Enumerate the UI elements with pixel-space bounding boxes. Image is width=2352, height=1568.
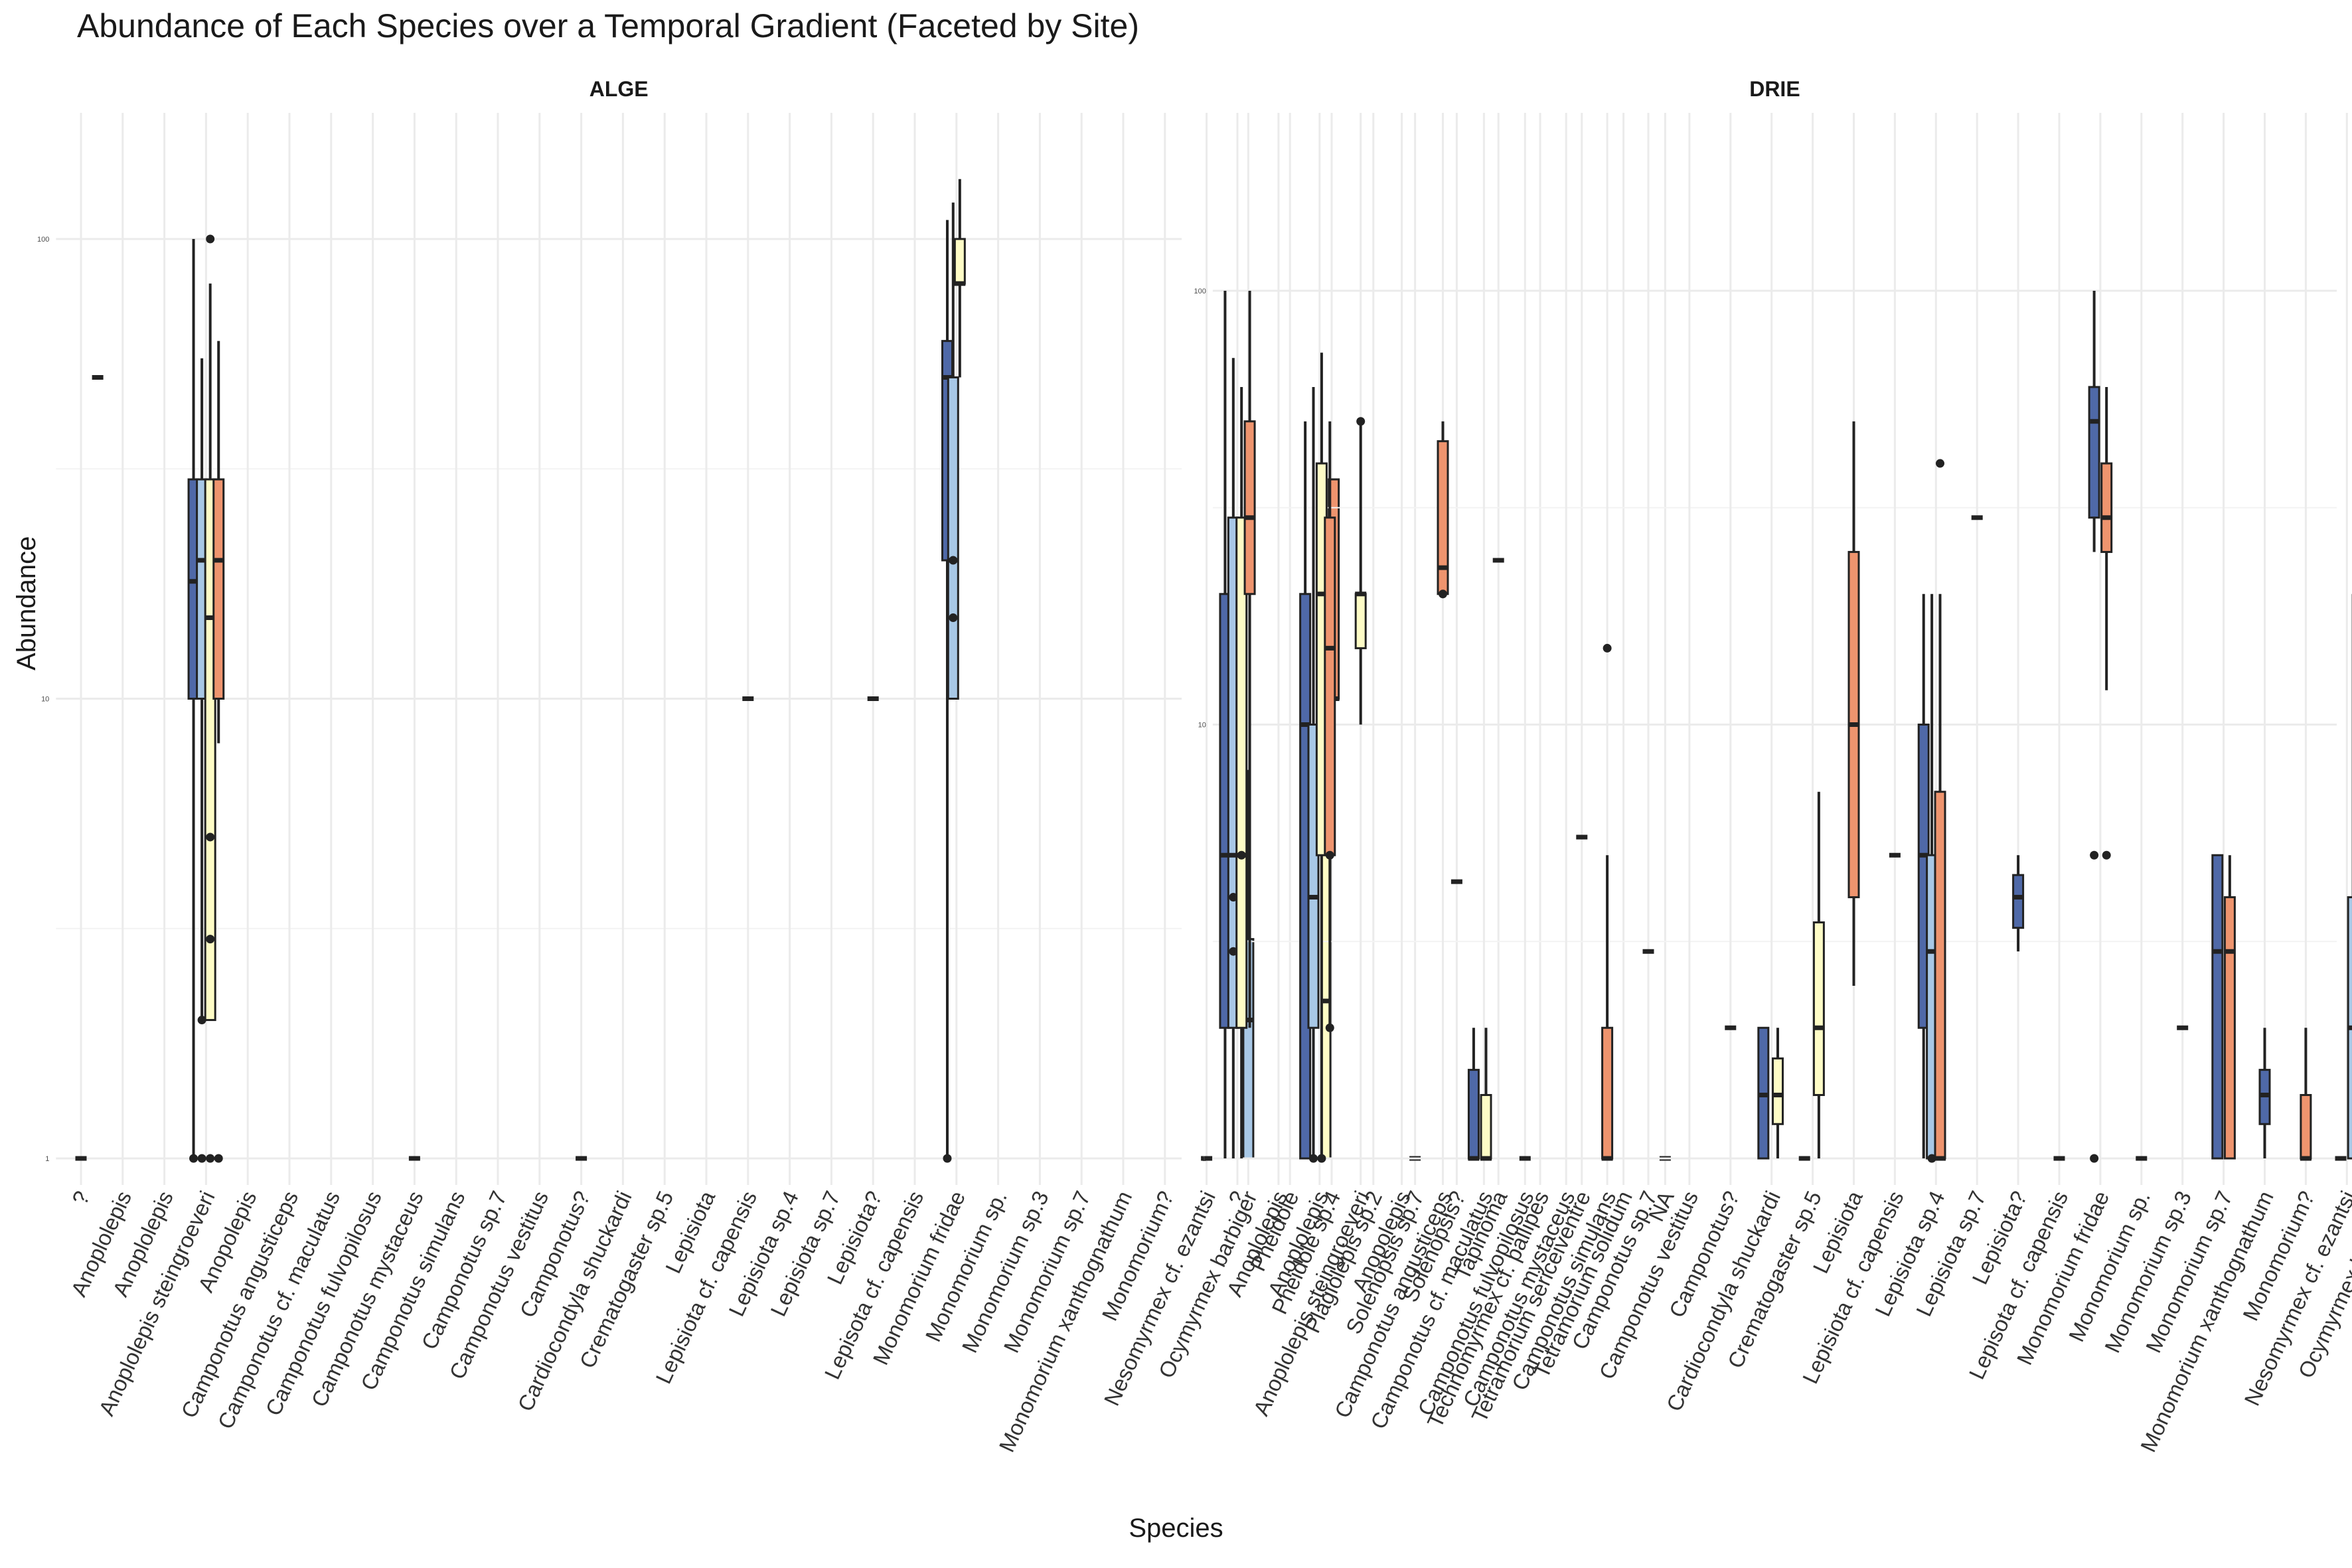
y-tick-label: 100 bbox=[1194, 287, 1206, 295]
y-tick-label: 100 bbox=[37, 236, 49, 244]
box-iqr bbox=[2012, 874, 2025, 929]
box-monomorium-sp-7 bbox=[2211, 854, 2224, 1160]
box-iqr bbox=[1480, 1094, 1492, 1160]
outlier-point bbox=[1603, 643, 1612, 653]
box-iqr bbox=[1324, 516, 1336, 856]
box-iqr bbox=[947, 376, 959, 700]
outlier-point bbox=[1325, 850, 1334, 860]
box-iqr bbox=[1243, 420, 1256, 595]
box-iqr bbox=[2300, 1094, 2312, 1160]
box-camponotus-angusticeps bbox=[1437, 421, 1449, 599]
box-iqr bbox=[1235, 516, 1248, 1029]
outlier-point bbox=[1439, 589, 1447, 599]
box-lepisiota- bbox=[2012, 855, 2025, 952]
outlier-point bbox=[1325, 1023, 1334, 1032]
outlier-point bbox=[197, 1154, 206, 1163]
box-monomorium- bbox=[2300, 1028, 2312, 1161]
box-monomorium-fridae bbox=[953, 179, 966, 378]
box-- bbox=[1235, 386, 1248, 1158]
box-iqr bbox=[1467, 1069, 1480, 1160]
box-cardiocondyla-shuckardi bbox=[1757, 1026, 1770, 1160]
box-monomorium-fridae bbox=[2088, 291, 2100, 1163]
box-anoplolepis-steingroeveri bbox=[187, 239, 200, 1163]
outlier-point bbox=[214, 1154, 223, 1163]
outlier-point bbox=[2090, 1154, 2099, 1163]
outlier-point bbox=[1237, 850, 1246, 860]
outlier-point bbox=[949, 613, 958, 623]
box-iqr bbox=[1437, 440, 1449, 595]
outlier-point bbox=[206, 832, 215, 842]
box-iqr bbox=[2211, 854, 2224, 1160]
outlier-point bbox=[949, 556, 958, 565]
y-tick-label: 10 bbox=[1198, 722, 1206, 730]
outlier-point bbox=[2090, 850, 2099, 860]
outlier-point bbox=[206, 935, 215, 944]
y-tick-label: 1 bbox=[1202, 1155, 1206, 1163]
box-camponotus-simulans bbox=[1601, 643, 1614, 1161]
facet-label-drie: DRIE bbox=[1749, 77, 1800, 101]
outlier-point bbox=[206, 1154, 215, 1163]
outlier-point bbox=[1309, 1154, 1318, 1163]
outlier-point bbox=[1317, 1154, 1326, 1163]
outlier-point bbox=[1229, 947, 1238, 956]
x-axis-title: Species bbox=[1129, 1514, 1223, 1543]
box-iqr bbox=[1354, 593, 1367, 649]
outlier-point bbox=[206, 234, 215, 244]
box-nesomyrmex-cf-ezantsi bbox=[2347, 593, 2352, 1160]
box-camponotus-cf-maculatus bbox=[1467, 1028, 1480, 1161]
box-anoplolepis bbox=[1324, 421, 1336, 1032]
outlier-point bbox=[2102, 850, 2111, 860]
outlier-point bbox=[1927, 1154, 1936, 1163]
outlier-point bbox=[189, 1154, 198, 1163]
box-iqr bbox=[2223, 896, 2236, 1160]
box-iqr bbox=[1601, 1026, 1614, 1160]
box-camponotus-cf-maculatus bbox=[1480, 1028, 1492, 1161]
x-tick-label: ? bbox=[67, 1187, 94, 1208]
facet-panel-alge: 110100ALGE?AnoplolepisAnoplolepisAnoplol… bbox=[37, 77, 1679, 1456]
box-anoplolepis-steingroeveri bbox=[212, 341, 225, 1163]
box-monomorium-fridae bbox=[947, 202, 959, 700]
chart-title: Abundance of Each Species over a Tempora… bbox=[77, 7, 1139, 44]
box-iqr bbox=[212, 478, 225, 700]
box-- bbox=[1243, 291, 1256, 1028]
box-lepisiota bbox=[1847, 421, 1860, 986]
box-iqr bbox=[1771, 1057, 1784, 1125]
box-cardiocondyla-shuckardi bbox=[1771, 1028, 1784, 1158]
facet-label-alge: ALGE bbox=[589, 77, 649, 101]
box-iqr bbox=[1812, 921, 1825, 1097]
y-tick-label: 1 bbox=[45, 1155, 49, 1163]
box-crematogaster-sp-5 bbox=[1812, 791, 1825, 1158]
facet-panel-drie: 110100DRIE?AnoplolepisAnoplolepisAnoplol… bbox=[1194, 77, 2352, 1456]
box-anoplolepis-steingroeveri bbox=[1354, 417, 1367, 725]
box-iqr bbox=[1934, 791, 1946, 1160]
outlier-point bbox=[1229, 893, 1238, 902]
box-monomorium-fridae bbox=[2100, 386, 2113, 860]
box-lepisiota-sp-4 bbox=[1934, 459, 1946, 1161]
box-iqr bbox=[2088, 386, 2100, 519]
outlier-point bbox=[943, 1154, 952, 1163]
outlier-point bbox=[1356, 417, 1366, 426]
box-iqr bbox=[2100, 462, 2113, 553]
outlier-point bbox=[197, 1016, 206, 1025]
box-iqr bbox=[953, 238, 966, 285]
y-axis-title: Abundance bbox=[12, 536, 41, 670]
y-tick-label: 10 bbox=[41, 696, 49, 704]
box-monomorium-sp-7 bbox=[2223, 855, 2236, 1160]
box-monomorium-xanthognathum bbox=[2258, 1028, 2271, 1158]
outlier-point bbox=[1935, 459, 1944, 468]
